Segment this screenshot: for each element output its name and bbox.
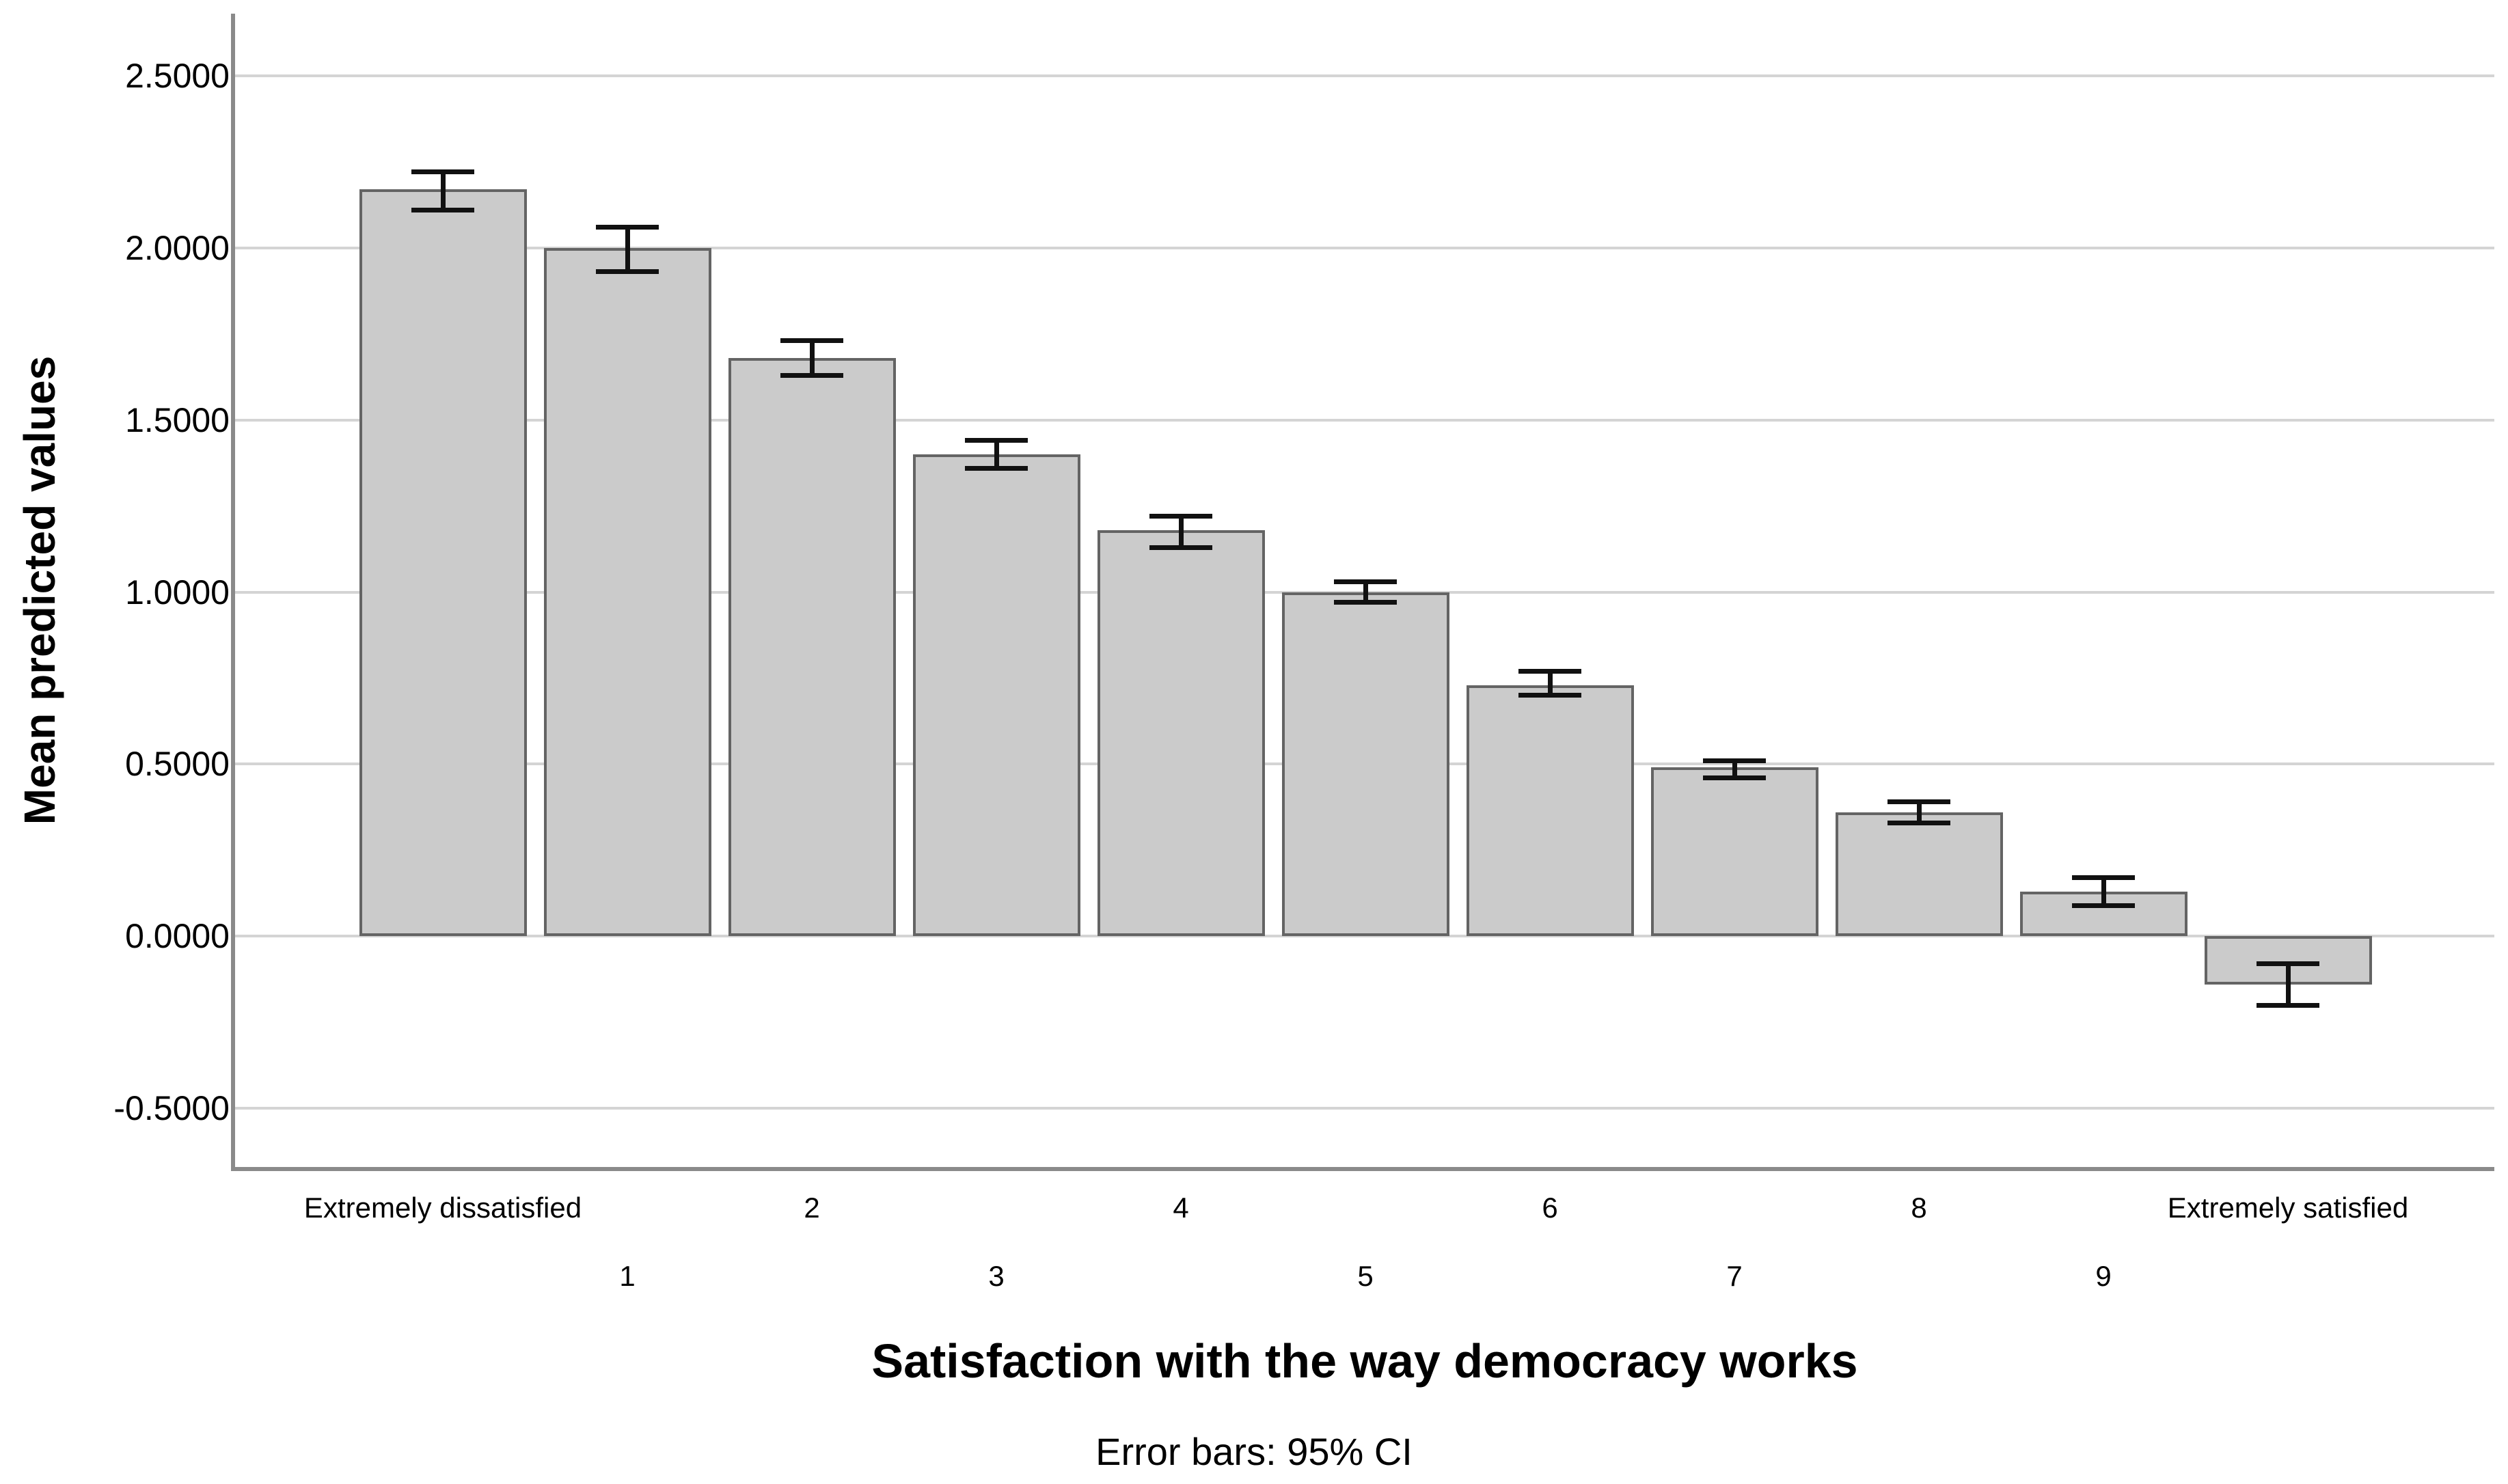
y-tick-label: 0.5000 — [125, 745, 230, 784]
y-tick-label: -0.5000 — [113, 1089, 230, 1128]
x-tick-label: 2 — [804, 1192, 820, 1224]
error-bar-stem — [625, 227, 630, 272]
error-bar-cap — [2257, 1002, 2319, 1008]
error-bar-cap — [1518, 668, 1581, 674]
error-bar-cap — [596, 269, 659, 275]
x-tick-label: 7 — [1726, 1260, 1743, 1292]
error-bar-stem — [1178, 516, 1184, 547]
error-bar-cap — [2072, 875, 2135, 881]
bar — [543, 247, 711, 937]
error-bar-stem — [1547, 671, 1553, 696]
x-tick-label: Extremely dissatisfied — [303, 1192, 582, 1224]
error-bar-cap — [1518, 693, 1581, 698]
x-tick-label: 5 — [1357, 1260, 1374, 1292]
x-axis-title: Satisfaction with the way democracy work… — [871, 1334, 1858, 1388]
error-bar-cap — [1703, 775, 1766, 781]
y-tick-label: 2.5000 — [125, 56, 230, 95]
gridline — [235, 935, 2494, 938]
error-bar-stem — [1732, 760, 1737, 778]
error-bar-cap — [2072, 903, 2135, 908]
error-bar-cap — [1334, 600, 1397, 605]
bar — [1835, 812, 2003, 937]
gridline — [235, 74, 2494, 77]
gridline — [235, 1107, 2494, 1110]
y-axis-line — [231, 14, 235, 1171]
error-bars-footnote: Error bars: 95% CI — [1095, 1430, 1413, 1473]
x-tick-label: 9 — [2095, 1260, 2112, 1292]
error-bar-cap — [1887, 799, 1950, 805]
error-bar-stem — [809, 340, 815, 376]
bar — [1097, 530, 1265, 937]
bar — [728, 357, 896, 937]
error-bar-cap — [965, 438, 1028, 443]
error-bar-cap — [780, 338, 843, 344]
error-bar-stem — [2285, 963, 2291, 1006]
error-bar-cap — [1887, 820, 1950, 825]
error-bar-cap — [1334, 579, 1397, 584]
x-tick-label: 3 — [988, 1260, 1005, 1292]
bar — [912, 454, 1080, 937]
bar — [359, 189, 527, 937]
y-tick-label: 2.0000 — [125, 228, 230, 267]
plot-area — [235, 14, 2494, 1167]
error-bar-cap — [1149, 514, 1212, 519]
bar — [1650, 767, 1818, 937]
y-tick-label: 0.0000 — [125, 917, 230, 956]
error-bar-cap — [965, 465, 1028, 471]
gridline — [235, 418, 2494, 422]
error-bar-cap — [411, 207, 474, 212]
error-bar-stem — [1916, 801, 1922, 823]
y-tick-label: 1.0000 — [125, 573, 230, 612]
x-tick-label: 1 — [619, 1260, 636, 1292]
error-bar-cap — [1703, 758, 1766, 763]
error-bar-stem — [440, 171, 446, 210]
error-bar-cap — [1149, 545, 1212, 550]
x-tick-label: 4 — [1173, 1192, 1189, 1224]
error-bar-cap — [2257, 961, 2319, 967]
error-bar-stem — [994, 440, 999, 469]
error-bar-stem — [1363, 581, 1368, 603]
gridline — [235, 246, 2494, 249]
error-bar-stem — [2101, 877, 2106, 906]
x-tick-label: 8 — [1911, 1192, 1927, 1224]
error-bar-cap — [780, 372, 843, 378]
x-tick-label: 6 — [1542, 1192, 1558, 1224]
y-tick-label: 1.5000 — [125, 400, 230, 439]
bar — [1466, 685, 1634, 937]
error-bar-cap — [596, 224, 659, 230]
x-tick-label: Extremely satisfied — [2167, 1192, 2409, 1224]
error-bar-cap — [411, 169, 474, 175]
x-axis-line — [231, 1167, 2494, 1171]
bar — [1281, 592, 1449, 937]
